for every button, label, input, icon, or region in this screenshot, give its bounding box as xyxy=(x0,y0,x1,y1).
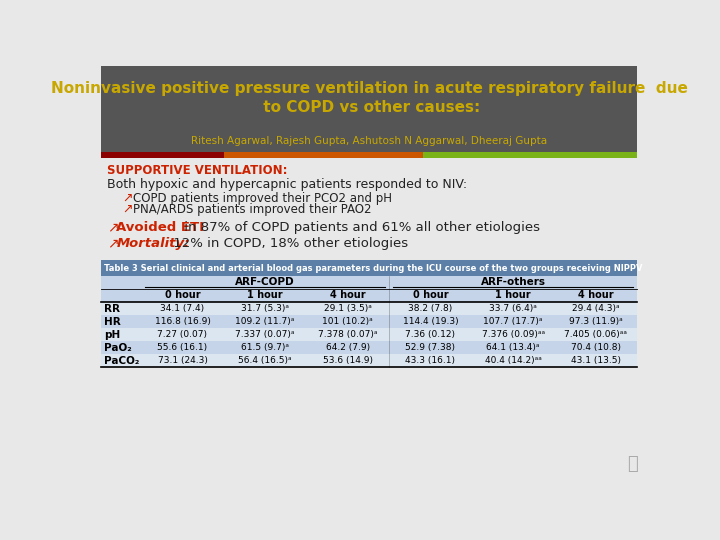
Text: 0 hour: 0 hour xyxy=(413,291,449,300)
Text: PaCO₂: PaCO₂ xyxy=(104,356,140,366)
Text: Both hypoxic and hypercapnic patients responded to NIV:: Both hypoxic and hypercapnic patients re… xyxy=(107,178,467,191)
Text: 56.4 (16.5)ᵃ: 56.4 (16.5)ᵃ xyxy=(238,356,292,366)
Text: 38.2 (7.8): 38.2 (7.8) xyxy=(408,304,453,313)
Text: 0 hour: 0 hour xyxy=(165,291,200,300)
Text: 29.4 (4.3)ᵃ: 29.4 (4.3)ᵃ xyxy=(572,304,620,313)
FancyBboxPatch shape xyxy=(423,152,637,158)
Text: 73.1 (24.3): 73.1 (24.3) xyxy=(158,356,207,366)
Text: ARF-COPD: ARF-COPD xyxy=(235,278,295,287)
Text: Noninvasive positive pressure ventilation in acute respiratory failure  due
 to : Noninvasive positive pressure ventilatio… xyxy=(50,80,688,116)
Text: 109.2 (11.7)ᵃ: 109.2 (11.7)ᵃ xyxy=(235,317,294,326)
FancyBboxPatch shape xyxy=(101,328,637,341)
FancyBboxPatch shape xyxy=(90,65,648,481)
Text: 43.1 (13.5): 43.1 (13.5) xyxy=(571,356,621,366)
Text: 40.4 (14.2)ᵃᵃ: 40.4 (14.2)ᵃᵃ xyxy=(485,356,541,366)
Text: 31.7 (5.3)ᵃ: 31.7 (5.3)ᵃ xyxy=(241,304,289,313)
Text: 4 hour: 4 hour xyxy=(330,291,366,300)
FancyBboxPatch shape xyxy=(101,152,224,158)
Text: ↗: ↗ xyxy=(107,237,119,251)
FancyBboxPatch shape xyxy=(101,260,637,276)
Text: 4 hour: 4 hour xyxy=(578,291,613,300)
FancyBboxPatch shape xyxy=(101,276,637,367)
Text: 7.36 (0.12): 7.36 (0.12) xyxy=(405,330,456,339)
Text: COPD patients improved their PCO2 and pH: COPD patients improved their PCO2 and pH xyxy=(133,192,392,205)
Text: pH: pH xyxy=(104,330,120,340)
Text: SUPPORTIVE VENTILATION:: SUPPORTIVE VENTILATION: xyxy=(107,164,287,177)
Text: 70.4 (10.8): 70.4 (10.8) xyxy=(571,343,621,352)
Text: 1 hour: 1 hour xyxy=(495,291,531,300)
FancyBboxPatch shape xyxy=(101,354,637,367)
Text: Avoided ETI: Avoided ETI xyxy=(117,221,204,234)
Text: 55.6 (16.1): 55.6 (16.1) xyxy=(158,343,207,352)
Text: 64.1 (13.4)ᵃ: 64.1 (13.4)ᵃ xyxy=(487,343,540,352)
Text: 12% in COPD, 18% other etiologies: 12% in COPD, 18% other etiologies xyxy=(169,237,408,250)
Text: ARF-others: ARF-others xyxy=(481,278,546,287)
Text: ↗: ↗ xyxy=(107,220,119,234)
Text: 61.5 (9.7)ᵃ: 61.5 (9.7)ᵃ xyxy=(241,343,289,352)
Text: HR: HR xyxy=(104,316,121,327)
Text: 53.6 (14.9): 53.6 (14.9) xyxy=(323,356,373,366)
Text: 64.2 (7.9): 64.2 (7.9) xyxy=(325,343,370,352)
Text: 33.7 (6.4)ᵃ: 33.7 (6.4)ᵃ xyxy=(489,304,537,313)
Text: 34.1 (7.4): 34.1 (7.4) xyxy=(161,304,204,313)
Text: 7.378 (0.07)ᵃ: 7.378 (0.07)ᵃ xyxy=(318,330,377,339)
Text: 116.8 (16.9): 116.8 (16.9) xyxy=(155,317,210,326)
Text: ↗: ↗ xyxy=(122,203,133,216)
FancyBboxPatch shape xyxy=(101,66,637,153)
Text: 97.3 (11.9)ᵃ: 97.3 (11.9)ᵃ xyxy=(569,317,623,326)
Text: 🔊: 🔊 xyxy=(627,455,638,472)
Text: 101 (10.2)ᵃ: 101 (10.2)ᵃ xyxy=(323,317,373,326)
Text: 7.376 (0.09)ᵃᵃ: 7.376 (0.09)ᵃᵃ xyxy=(482,330,545,339)
Text: ↗: ↗ xyxy=(122,192,133,205)
Text: RR: RR xyxy=(104,303,120,314)
Text: PNA/ARDS patients improved their PAO2: PNA/ARDS patients improved their PAO2 xyxy=(133,203,372,216)
Text: 7.27 (0.07): 7.27 (0.07) xyxy=(158,330,207,339)
Text: 52.9 (7.38): 52.9 (7.38) xyxy=(405,343,456,352)
Text: in 87% of COPD patients and 61% all other etiologies: in 87% of COPD patients and 61% all othe… xyxy=(180,221,540,234)
Text: 7.337 (0.07)ᵃ: 7.337 (0.07)ᵃ xyxy=(235,330,295,339)
FancyBboxPatch shape xyxy=(101,302,637,315)
Text: Mortality:: Mortality: xyxy=(117,237,190,250)
Text: 1 hour: 1 hour xyxy=(248,291,283,300)
Text: 114.4 (19.3): 114.4 (19.3) xyxy=(402,317,459,326)
Text: PaO₂: PaO₂ xyxy=(104,343,132,353)
Text: 29.1 (3.5)ᵃ: 29.1 (3.5)ᵃ xyxy=(324,304,372,313)
Text: 7.405 (0.06)ᵃᵃ: 7.405 (0.06)ᵃᵃ xyxy=(564,330,627,339)
Text: 43.3 (16.1): 43.3 (16.1) xyxy=(405,356,456,366)
Text: Ritesh Agarwal, Rajesh Gupta, Ashutosh N Aggarwal, Dheeraj Gupta: Ritesh Agarwal, Rajesh Gupta, Ashutosh N… xyxy=(191,136,547,146)
FancyBboxPatch shape xyxy=(224,152,423,158)
Text: 107.7 (17.7)ᵃ: 107.7 (17.7)ᵃ xyxy=(483,317,543,326)
Text: Table 3 Serial clinical and arterial blood gas parameters during the ICU course : Table 3 Serial clinical and arterial blo… xyxy=(104,264,642,273)
